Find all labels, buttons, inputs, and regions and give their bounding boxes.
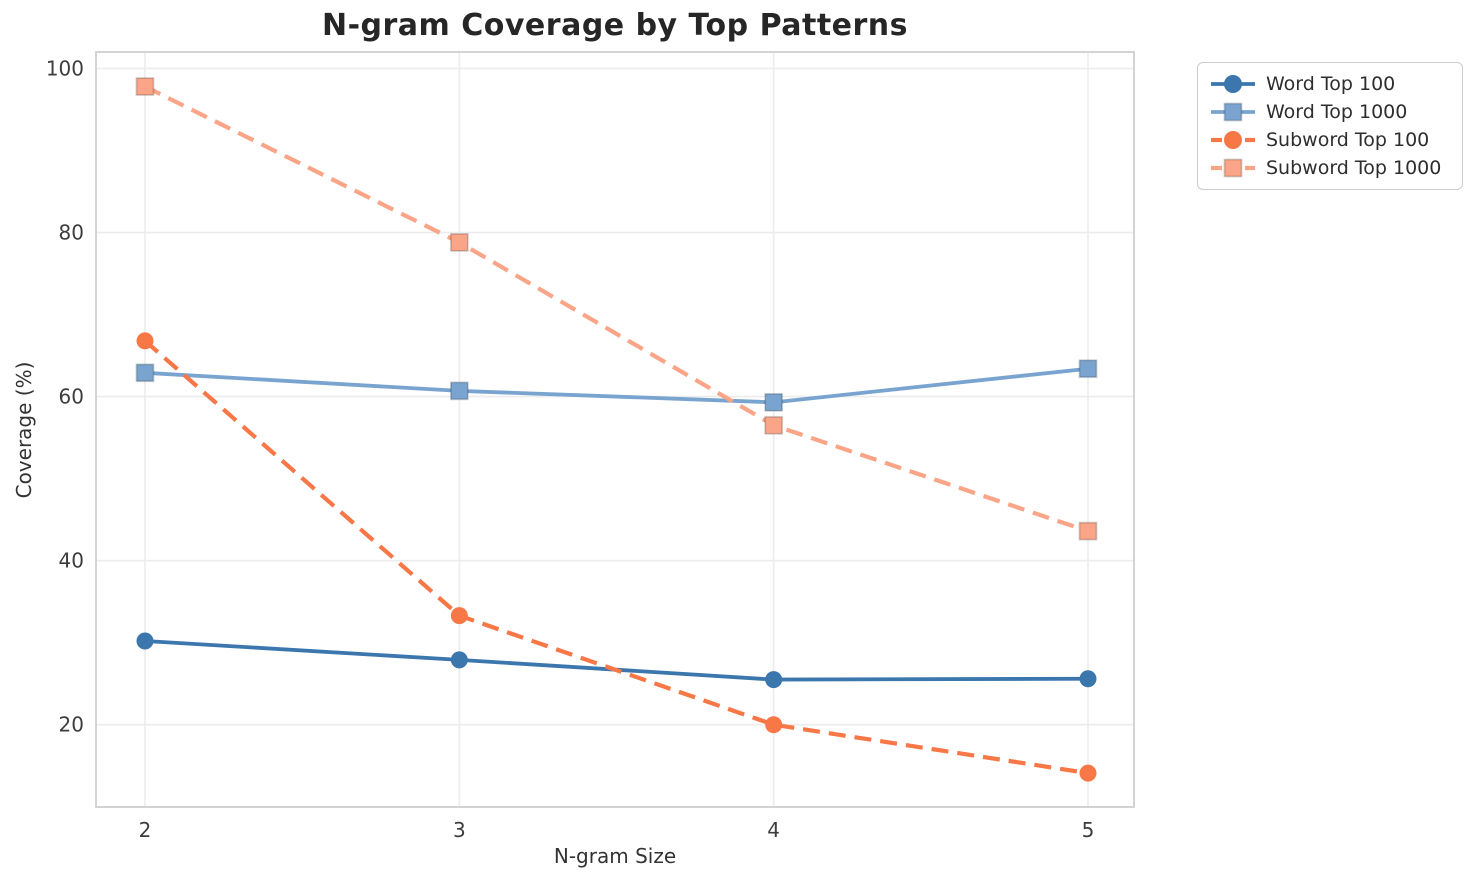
legend-handle-icon [1211,158,1255,178]
x-axis-label: N-gram Size [553,844,677,868]
data-point-subword-top-100 [136,332,154,350]
data-point-subword-top-1000 [449,232,469,252]
data-point-word-top-100 [1079,670,1097,688]
series-line-subword-top-1000 [144,84,1089,534]
data-point-word-top-1000 [764,392,784,412]
x-tick-label: 2 [139,818,152,842]
series-word-top-100 [136,632,1097,689]
legend-item: Word Top 1000 [1209,100,1448,124]
y-tick-label: 80 [59,221,84,245]
y-tick-label: 20 [59,713,84,737]
x-tick-label: 3 [453,818,466,842]
legend-label: Word Top 1000 [1266,101,1408,123]
data-point-word-top-100 [765,671,783,689]
data-point-subword-top-100 [450,607,468,625]
data-point-subword-top-1000 [1078,521,1098,541]
data-point-word-top-1000 [1078,359,1098,379]
data-point-word-top-1000 [135,363,155,383]
x-tick-label: 4 [767,818,780,842]
data-point-subword-top-100 [1079,764,1097,782]
y-tick-label: 40 [59,549,84,573]
data-point-word-top-1000 [449,381,469,401]
series-subword-top-1000 [135,77,1098,541]
series-subword-top-100 [136,332,1097,782]
legend-handle-icon [1211,102,1255,122]
legend-item: Word Top 100 [1209,72,1448,96]
y-tick-label: 100 [46,57,84,81]
legend-handle-icon [1211,75,1255,93]
data-point-subword-top-100 [765,716,783,734]
plot-border [95,51,1135,808]
legend-handle-icon [1211,131,1255,149]
legend-item: Subword Top 100 [1209,128,1448,152]
legend-item: Subword Top 1000 [1209,156,1448,180]
data-point-subword-top-1000 [135,77,155,96]
data-point-word-top-100 [136,632,154,650]
y-tick-label: 60 [59,385,84,409]
legend: Word Top 100 Word Top 1000 Subword Top 100… [1197,62,1463,190]
series-line-word-top-1000 [144,366,1089,405]
legend-label: Subword Top 1000 [1266,157,1442,179]
series-line-word-top-100 [144,639,1089,682]
legend-label: Subword Top 100 [1266,129,1430,151]
data-point-word-top-100 [450,651,468,669]
series-word-top-1000 [135,359,1098,412]
chart-title: N-gram Coverage by Top Patterns [321,8,909,43]
data-point-subword-top-1000 [764,415,784,435]
x-tick-label: 5 [1082,818,1095,842]
series-line-subword-top-100 [143,339,1089,776]
legend-label: Word Top 100 [1266,73,1396,95]
